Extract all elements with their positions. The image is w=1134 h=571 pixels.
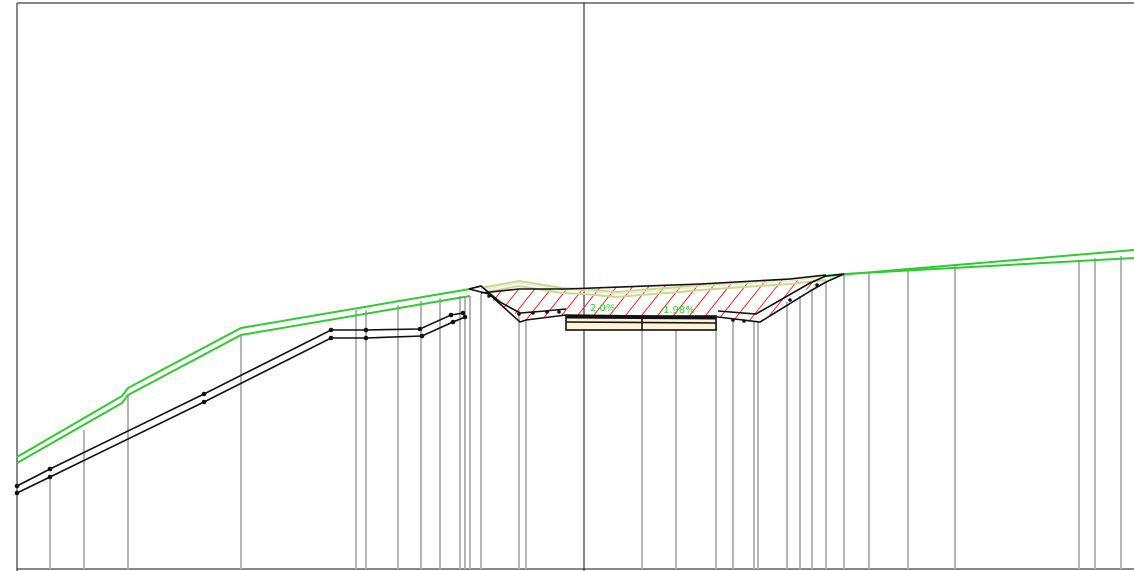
profile-node	[201, 399, 207, 405]
profile-node	[363, 335, 369, 341]
pavement-slab	[565, 315, 717, 331]
station-lines	[49, 256, 1122, 569]
profile-node	[14, 483, 20, 489]
channel-node	[742, 319, 746, 323]
profile-node	[462, 314, 468, 320]
channel-node	[815, 283, 819, 287]
left-profile-line	[16, 312, 466, 494]
profile-node	[201, 391, 207, 397]
slope-label-right: 1.98%	[663, 305, 695, 316]
pavement-slab-mid-line	[565, 321, 717, 324]
channel-node	[788, 298, 792, 302]
profile-node	[47, 466, 53, 472]
drawing-frame	[16, 2, 1134, 571]
profile-node	[328, 335, 334, 341]
profile-node	[14, 490, 20, 496]
channel-node	[531, 311, 535, 315]
left-profile-nodes	[14, 310, 468, 496]
slope-label-left: 2.0%	[590, 303, 615, 314]
profile-node	[460, 310, 466, 316]
pavement-slab-top-band	[565, 315, 717, 320]
profile-node	[363, 327, 369, 333]
profile-node	[448, 312, 454, 318]
channel-node	[517, 312, 521, 316]
channel-node	[545, 310, 549, 314]
channel-nodes	[487, 283, 819, 323]
ground-surface-line	[16, 249, 1134, 464]
channel-node	[557, 310, 561, 314]
profile-node	[47, 474, 53, 480]
channel-node	[487, 294, 491, 298]
profile-node	[450, 319, 456, 325]
profile-node	[328, 327, 334, 333]
channel-node	[731, 318, 735, 322]
profile-node	[419, 333, 425, 339]
profile-node	[417, 326, 423, 332]
